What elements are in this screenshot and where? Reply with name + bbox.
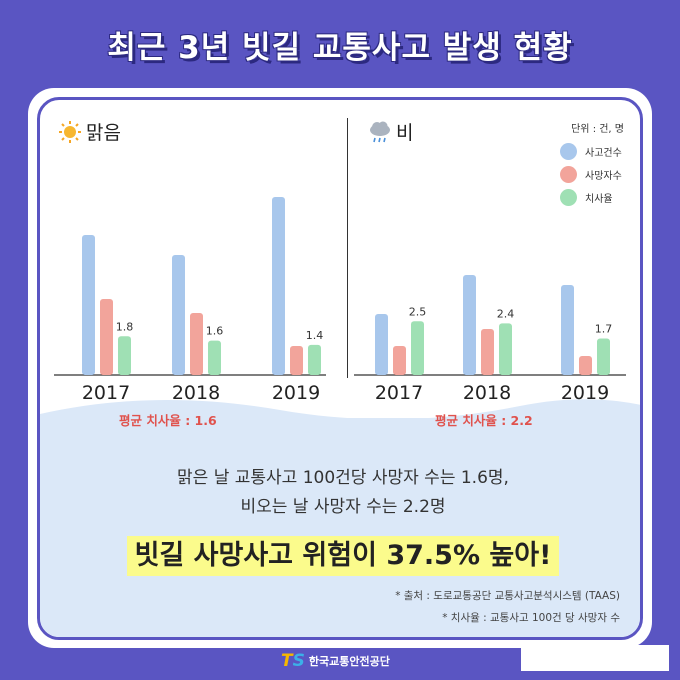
unit-label: 단위 : 건, 명 xyxy=(571,124,624,135)
sunny-tick-2018: 2018 xyxy=(172,382,220,400)
rain-bar-2017-series-1 xyxy=(393,346,406,375)
legend: 사고건수 사망자수 치사율 xyxy=(560,140,622,209)
rain-data-label-2017: 2.5 xyxy=(409,305,427,318)
rain-tick-2018: 2018 xyxy=(463,382,511,400)
sunny-bar-2017-series-1 xyxy=(100,299,113,375)
rain-tick-2017: 2017 xyxy=(375,382,423,400)
page-title: 최근 3년 빗길 교통사고 발생 현황 xyxy=(107,30,573,66)
avg-rain: 평균 치사율 : 2.2 xyxy=(435,413,533,428)
sunny-tick-2017: 2017 xyxy=(82,382,130,400)
sunny-label: 맑음 xyxy=(58,118,121,145)
wave-shape xyxy=(40,399,640,422)
sunny-data-label-2017: 1.8 xyxy=(116,320,134,333)
info-card: 맑음 비 단위 : 건, 명 사고건수 사망자수 치사율 1.8 2017 1.6 2… xyxy=(37,97,643,640)
rain-bar-2019-series-2 xyxy=(597,338,610,375)
wave-background xyxy=(40,399,640,637)
sunny-bar-2019-series-1 xyxy=(290,346,303,375)
sunny-bar-2018-series-0 xyxy=(172,255,185,375)
legend-label-deaths: 사망자수 xyxy=(585,171,622,182)
sun-icon xyxy=(59,120,81,143)
rain-bar-2019-series-0 xyxy=(561,285,574,375)
legend-swatch-deaths xyxy=(560,166,577,183)
logo-text: 한국교통안전공단 xyxy=(308,655,390,668)
chart-divider xyxy=(347,118,348,378)
rain-tick-2019: 2019 xyxy=(561,382,609,400)
sunny-bar-2018-series-2 xyxy=(208,340,221,375)
summary-line-2: 비오는 날 사망자 수는 2.2명 xyxy=(240,497,446,517)
rain-bar-2018-series-1 xyxy=(481,329,494,375)
legend-swatch-fatality xyxy=(560,189,577,206)
corner-box xyxy=(521,645,669,671)
sunny-bar-2019-series-0 xyxy=(272,197,285,375)
rain-data-label-2019: 1.7 xyxy=(595,322,613,335)
legend-fatality: 치사율 xyxy=(560,186,622,209)
sunny-bar-2018-series-1 xyxy=(190,313,203,375)
rain-label: 비 xyxy=(368,118,413,145)
sunny-data-label-2019: 1.4 xyxy=(306,329,324,342)
rain-bar-2018-series-0 xyxy=(463,275,476,375)
ts-logo-mark: TS xyxy=(281,651,305,671)
sunny-bar-2017-series-2 xyxy=(118,336,131,375)
sunny-tick-2019: 2019 xyxy=(272,382,320,400)
rain-bar-2017-series-2 xyxy=(411,321,424,375)
rain-data-label-2018: 2.4 xyxy=(497,307,515,320)
highlight-wrap: 빗길 사망사고 위험이 37.5% 높아! xyxy=(70,536,616,576)
source-note: * 출처 : 도로교통공단 교통사고분석시스템 (TAAS) xyxy=(395,590,620,602)
sunny-data-label-2018: 1.6 xyxy=(206,325,224,338)
highlight-text: 빗길 사망사고 위험이 37.5% 높아! xyxy=(126,536,560,576)
legend-label-fatality: 치사율 xyxy=(585,194,613,205)
sunny-label-text: 맑음 xyxy=(86,122,121,144)
rain-label-text: 비 xyxy=(396,122,414,144)
sunny-bar-2017-series-0 xyxy=(82,235,95,375)
avg-sunny: 평균 치사율 : 1.6 xyxy=(119,413,217,428)
logo: TS 한국교통안전공단 xyxy=(281,651,390,671)
definition-note: * 치사율 : 교통사고 100건 당 사망자 수 xyxy=(442,612,620,624)
rain-cloud-icon xyxy=(370,121,390,142)
rain-bar-2018-series-2 xyxy=(499,323,512,375)
bar-charts: 1.8 2017 1.6 2018 1.4 2019 2.5 2017 2.4 2018 1.7 20… xyxy=(54,197,626,400)
legend-accidents: 사고건수 xyxy=(560,140,622,163)
summary-line-1: 맑은 날 교통사고 100건당 사망자 수는 1.6명, xyxy=(177,468,509,488)
legend-deaths: 사망자수 xyxy=(560,163,622,186)
sunny-bar-2019-series-2 xyxy=(308,344,321,375)
legend-swatch-accidents xyxy=(560,143,577,160)
rain-bar-2017-series-0 xyxy=(375,314,388,375)
rain-bar-2019-series-1 xyxy=(579,356,592,375)
legend-label-accidents: 사고건수 xyxy=(585,148,622,159)
